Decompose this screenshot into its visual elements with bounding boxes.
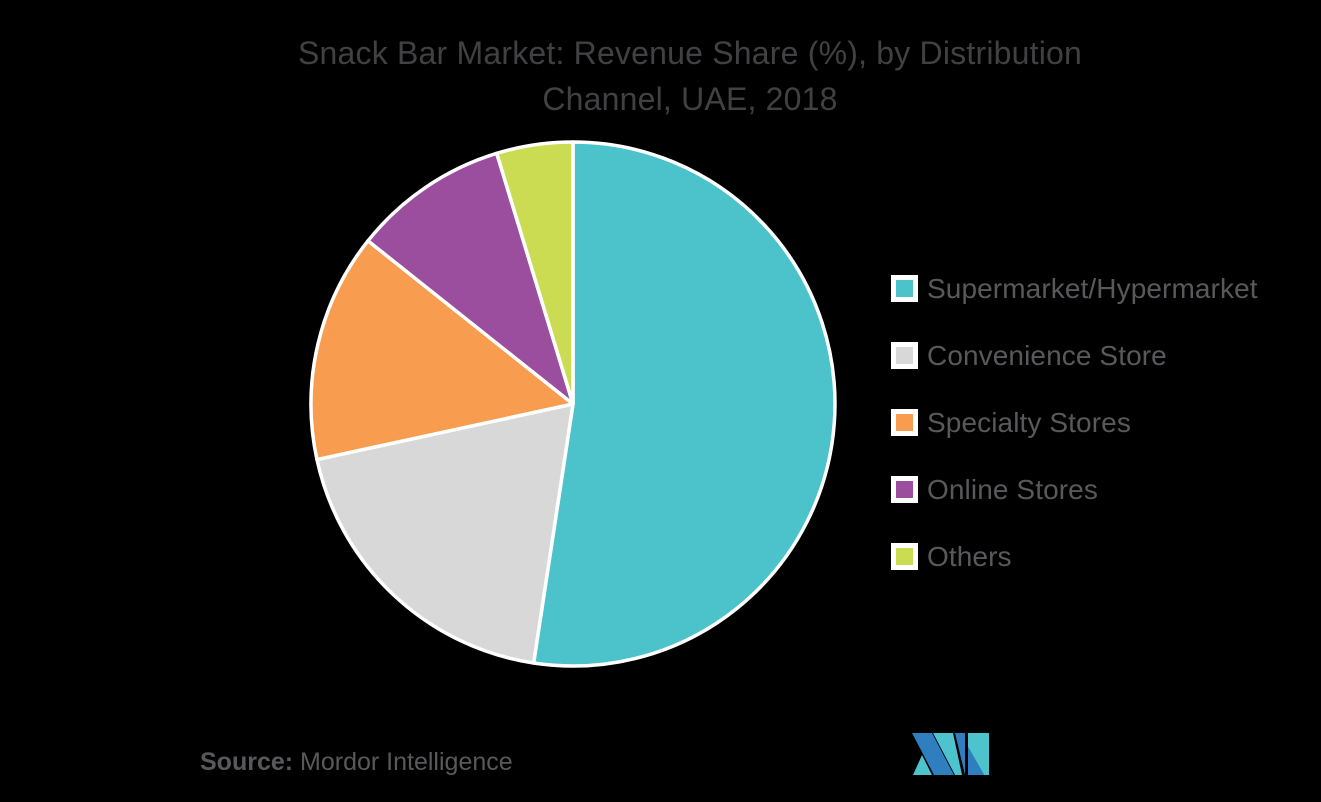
source-text: Mordor Intelligence: [293, 748, 513, 776]
legend-swatch-convenience-store: [891, 342, 918, 369]
legend-label: Supermarket/Hypermarket: [927, 272, 1258, 304]
chart-title-line1: Snack Bar Market: Revenue Share (%), by …: [297, 35, 1083, 71]
pie-slice-convenience-store: [315, 402, 575, 665]
legend-label: Online Stores: [927, 473, 1098, 505]
chart-title-line2: Channel, UAE, 2018: [542, 81, 838, 117]
legend-label: Specialty Stores: [927, 406, 1131, 438]
logo-m-middle-stripe: [933, 733, 962, 775]
logo-i-blue-triangle: [968, 747, 984, 775]
legend-swatch-others: [891, 543, 918, 570]
legend-item-supermarket-hypermarket: Supermarket/Hypermarket: [891, 272, 1258, 304]
legend-item-others: Others: [891, 540, 1258, 572]
legend-swatch-specialty-stores: [891, 409, 918, 436]
logo-m-bottom-left-triangle: [913, 755, 932, 775]
legend-item-online-stores: Online Stores: [891, 473, 1258, 505]
source-prefix: Source:: [200, 748, 294, 776]
legend-item-convenience-store: Convenience Store: [891, 339, 1258, 371]
chart-title: Snack Bar Market: Revenue Share (%), by …: [210, 30, 1170, 122]
mordor-intelligence-logo: [912, 733, 989, 775]
logo-m-left-stripe: [912, 733, 954, 775]
legend-label: Others: [927, 540, 1012, 572]
logo-i-teal-block: [968, 733, 989, 775]
logo-m-right-triangle: [955, 733, 965, 775]
pie-slice-others: [495, 140, 575, 406]
legend-swatch-supermarket-hypermarket: [891, 275, 918, 302]
pie-slice-online-stores: [366, 151, 575, 406]
source-line: Source: Mordor Intelligence: [200, 747, 513, 777]
legend-label: Convenience Store: [927, 339, 1167, 371]
pie-slice-specialty-stores: [309, 239, 575, 462]
pie-slice-supermarket-hypermarket: [531, 140, 837, 668]
legend-swatch-online-stores: [891, 476, 918, 503]
legend-item-specialty-stores: Specialty Stores: [891, 406, 1258, 438]
legend: Supermarket/Hypermarket Convenience Store…: [891, 272, 1258, 572]
